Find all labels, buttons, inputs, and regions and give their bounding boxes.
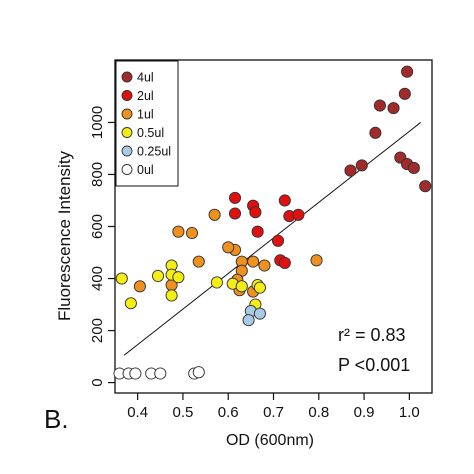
x-axis-label: OD (600nm) xyxy=(226,432,314,449)
data-point xyxy=(278,194,291,207)
legend-marker xyxy=(121,127,133,138)
x-tick-label: 0.6 xyxy=(218,404,239,421)
data-point xyxy=(247,255,260,268)
data-point xyxy=(251,225,264,238)
data-point xyxy=(401,65,414,78)
legend-label: 0ul xyxy=(137,163,154,177)
data-point xyxy=(172,225,185,238)
data-point xyxy=(292,208,305,221)
data-point xyxy=(222,241,235,254)
p-value-annotation: P <0.001 xyxy=(338,355,410,375)
data-point xyxy=(242,314,255,327)
y-tick-label: 600 xyxy=(89,214,106,239)
data-point xyxy=(192,255,205,268)
legend-marker xyxy=(121,90,133,101)
legend: 4ul 2ul 1ul 0.5ul 0.25ul 0ul xyxy=(115,60,179,187)
data-point xyxy=(373,99,386,112)
data-point xyxy=(210,276,223,289)
y-tick-label: 1000 xyxy=(89,106,106,139)
legend-marker xyxy=(121,164,133,175)
data-point xyxy=(419,180,432,193)
data-point xyxy=(185,226,199,240)
data-point xyxy=(310,254,323,267)
data-point xyxy=(253,307,266,320)
data-point xyxy=(271,234,285,247)
y-tick-label: 800 xyxy=(89,162,106,187)
y-tick-label: 200 xyxy=(89,318,106,343)
panel-label: B. xyxy=(44,404,69,434)
legend-label: 0.25ul xyxy=(137,145,171,159)
data-point xyxy=(249,206,262,219)
legend-label: 1ul xyxy=(137,108,154,122)
data-point xyxy=(258,259,271,272)
data-point xyxy=(228,191,242,204)
data-point xyxy=(407,161,420,175)
x-axis-ticks: 0.4 0.5 0.6 0.7 0.8 0.9 1.0 xyxy=(127,393,420,421)
data-point xyxy=(253,281,266,294)
legend-marker xyxy=(121,108,133,120)
y-axis-ticks: 0 200 400 600 800 1000 xyxy=(89,106,115,387)
y-tick-label: 0 xyxy=(89,378,106,386)
data-point xyxy=(344,164,357,177)
legend-label: 4ul xyxy=(137,71,154,85)
r-squared-annotation: r² = 0.83 xyxy=(338,325,406,345)
data-point xyxy=(172,271,185,284)
legend-marker xyxy=(121,71,133,83)
data-point xyxy=(355,159,368,172)
data-point xyxy=(115,272,128,285)
data-point xyxy=(398,87,411,100)
x-tick-label: 1.0 xyxy=(399,404,420,421)
legend-label: 2ul xyxy=(137,89,154,103)
data-point xyxy=(154,367,167,380)
data-point xyxy=(235,280,248,293)
data-point xyxy=(278,256,291,269)
x-tick-label: 0.4 xyxy=(127,404,148,421)
points-layer xyxy=(113,65,432,380)
x-tick-label: 0.9 xyxy=(354,404,375,421)
data-point xyxy=(208,208,221,221)
x-tick-label: 0.7 xyxy=(263,404,284,421)
legend-marker xyxy=(121,145,133,157)
data-point xyxy=(133,280,146,293)
data-point xyxy=(151,269,165,282)
x-tick-label: 0.8 xyxy=(308,404,329,421)
data-point xyxy=(369,126,382,139)
data-point xyxy=(124,297,137,310)
data-point xyxy=(387,102,400,115)
x-tick-label: 0.5 xyxy=(172,404,193,421)
data-point xyxy=(129,367,142,380)
data-point xyxy=(228,207,242,220)
data-point xyxy=(165,289,178,302)
y-tick-label: 400 xyxy=(89,266,106,291)
y-axis-label: Fluorescence Intensity xyxy=(55,150,74,321)
data-point xyxy=(192,366,205,379)
legend-label: 0.5ul xyxy=(137,126,164,140)
